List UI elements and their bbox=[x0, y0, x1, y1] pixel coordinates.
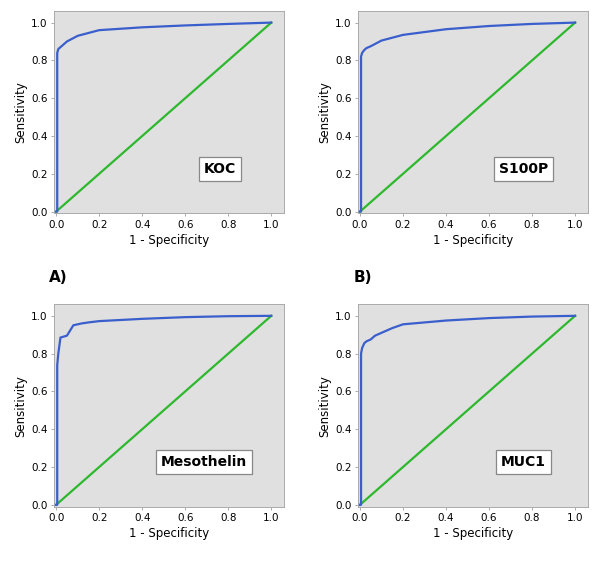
X-axis label: 1 - Specificity: 1 - Specificity bbox=[129, 527, 209, 540]
Text: KOC: KOC bbox=[203, 162, 236, 176]
Text: MUC1: MUC1 bbox=[501, 455, 546, 469]
Y-axis label: Sensitivity: Sensitivity bbox=[14, 374, 27, 436]
Text: Mesothelin: Mesothelin bbox=[160, 455, 247, 469]
Text: S100P: S100P bbox=[499, 162, 548, 176]
X-axis label: 1 - Specificity: 1 - Specificity bbox=[433, 234, 513, 247]
Text: B): B) bbox=[353, 270, 372, 285]
Y-axis label: Sensitivity: Sensitivity bbox=[318, 374, 331, 436]
Y-axis label: Sensitivity: Sensitivity bbox=[14, 82, 27, 144]
Text: A): A) bbox=[49, 270, 68, 285]
X-axis label: 1 - Specificity: 1 - Specificity bbox=[129, 234, 209, 247]
X-axis label: 1 - Specificity: 1 - Specificity bbox=[433, 527, 513, 540]
Y-axis label: Sensitivity: Sensitivity bbox=[318, 82, 331, 144]
